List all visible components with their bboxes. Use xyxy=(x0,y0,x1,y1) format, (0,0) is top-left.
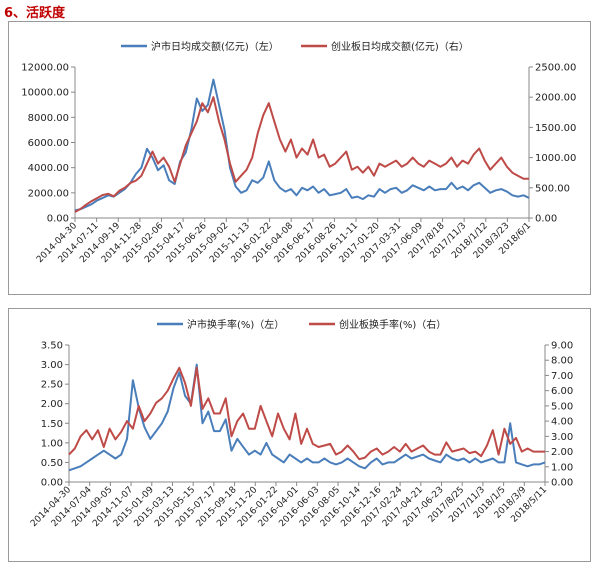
chart2-right-tick-label: 0.00 xyxy=(551,478,573,489)
chart1-right-tick-label: 0.00 xyxy=(535,214,557,225)
chart2-left-tick-label: 3.50 xyxy=(41,341,63,352)
chart2-right-tick-label: 6.00 xyxy=(551,386,573,397)
chart1-left-tick-label: 4000.00 xyxy=(28,163,69,174)
chart1-left-tick-label: 6000.00 xyxy=(28,138,69,149)
chart2-right-tick-label: 9.00 xyxy=(551,341,573,352)
section-title: 6、活跃度 xyxy=(4,6,66,21)
chart1-right-tick-label: 2500.00 xyxy=(535,63,576,74)
chart2-right-tick-label: 8.00 xyxy=(551,356,573,367)
chart2-series-line-2 xyxy=(68,366,545,461)
chart2-right-tick-label: 2.00 xyxy=(551,447,573,458)
chart1-legend-label-1: 沪市日均成交额(亿元)（左） xyxy=(151,40,279,53)
chart1-left-tick-label: 12000.00 xyxy=(21,63,69,74)
chart1-right-tick-label: 2000.00 xyxy=(535,93,576,104)
chart2-left-tick-label: 1.00 xyxy=(41,438,63,449)
chart2-series-line-1 xyxy=(68,363,546,472)
chart1-series-line-1 xyxy=(74,78,530,212)
chart1-left-tick-label: 2000.00 xyxy=(28,188,69,199)
chart1-right-tick-label: 1000.00 xyxy=(535,153,576,164)
chart2-right-tick-label: 4.00 xyxy=(551,417,573,428)
turnover-value-chart: 沪市日均成交额(亿元)（左） 创业板日均成交额(亿元)（右） 0.00 2000.00… xyxy=(21,40,576,265)
chart2-right-tick-label: 7.00 xyxy=(551,371,573,382)
chart2-right-tick-label: 3.00 xyxy=(551,432,573,443)
chart2-legend-label-2: 创业板换手率(%)（右） xyxy=(339,318,446,331)
chart2-legend-label-1: 沪市换手率(%)（左） xyxy=(187,318,284,331)
chart1-left-tick-label: 8000.00 xyxy=(28,113,69,124)
chart2-left-tick-label: 0.50 xyxy=(41,458,63,469)
chart1-series-line-2 xyxy=(74,96,529,213)
chart1-left-tick-label: 0.00 xyxy=(47,214,69,225)
chart2-left-tick-label: 2.00 xyxy=(41,399,63,410)
chart1-right-tick-label: 1500.00 xyxy=(535,123,576,134)
chart2-left-tick-label: 1.50 xyxy=(41,419,63,430)
turnover-rate-chart: 沪市换手率(%)（左） 创业板换手率(%)（右） 0.00 0.50 1.00 1.50 2… xyxy=(29,318,573,529)
chart2-left-tick-label: 2.50 xyxy=(41,380,63,391)
chart1-left-tick-label: 10000.00 xyxy=(21,88,69,99)
chart1-legend-label-2: 创业板日均成交额(亿元)（右） xyxy=(331,40,469,53)
chart2-right-tick-label: 1.00 xyxy=(551,462,573,473)
chart2-right-tick-label: 5.00 xyxy=(551,401,573,412)
turnover-value-chart-panel: 沪市日均成交额(亿元)（左） 创业板日均成交额(亿元)（右） 0.00 2000.00… xyxy=(8,21,591,295)
chart1-right-tick-label: 500.00 xyxy=(535,183,570,194)
turnover-rate-chart-panel: 沪市换手率(%)（左） 创业板换手率(%)（右） 0.00 0.50 1.00 1.50 2… xyxy=(8,308,591,562)
chart2-left-tick-label: 3.00 xyxy=(41,360,63,371)
chart2-left-tick-label: 0.00 xyxy=(41,478,63,489)
